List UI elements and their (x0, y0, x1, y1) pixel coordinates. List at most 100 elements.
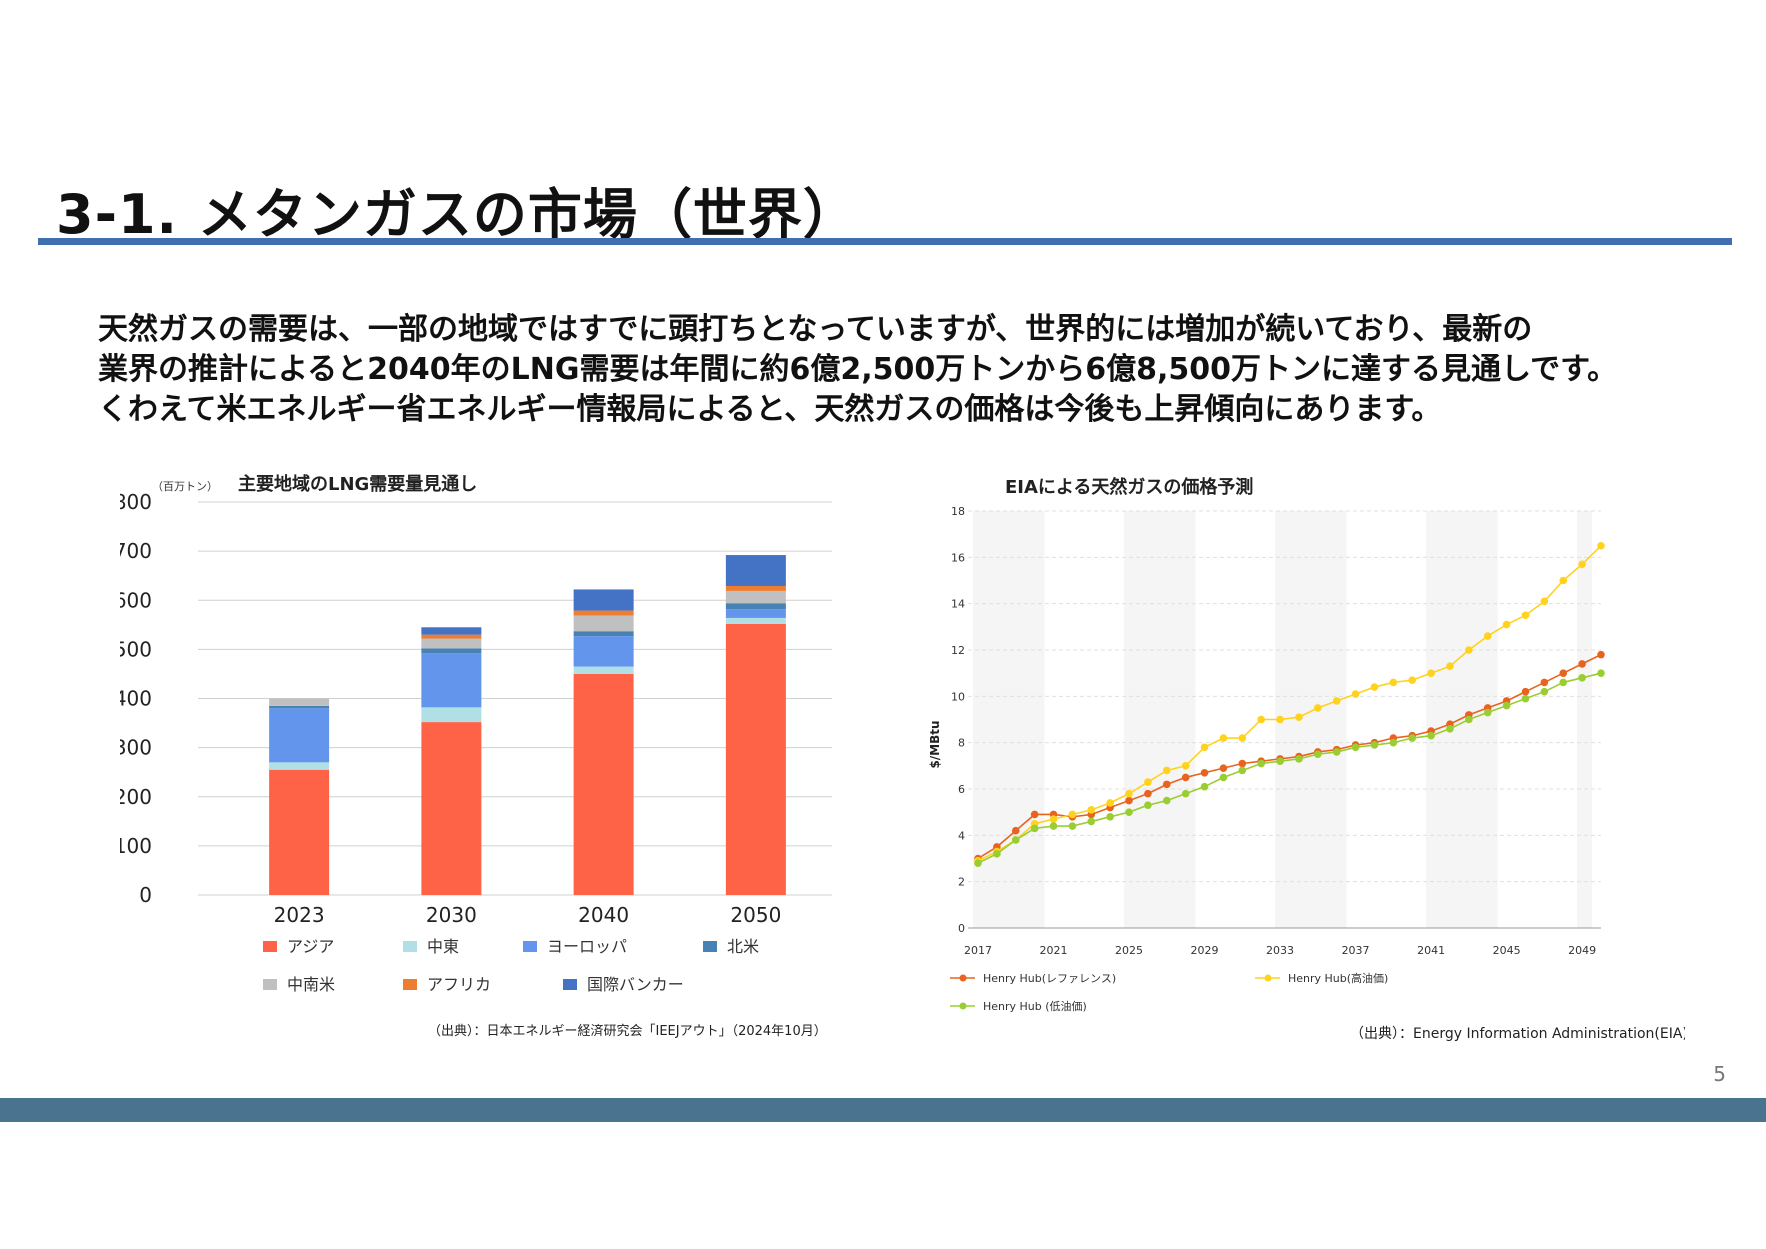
chart1-legend-swatch-4 (263, 979, 277, 990)
intro-line-1: 天然ガスの需要は、一部の地域ではすでに頭打ちとなっていますが、世界的には増加が続… (98, 312, 1533, 347)
chart2-legend-marker-2 (959, 1002, 967, 1010)
chart2-point-2-2038 (1370, 741, 1379, 749)
chart2-point-2-2035 (1314, 750, 1322, 759)
chart2-point-2-2023 (1087, 817, 1096, 826)
chart2-point-2-2034 (1295, 755, 1303, 763)
chart2-point-0-2029 (1200, 768, 1209, 777)
intro-line-2: 業界の推計によると2040年のLNG需要は年間に約6億2,500万トンから6億8… (98, 352, 1618, 387)
chart2-point-2-2030 (1219, 773, 1228, 782)
chart2-ytick-12: 12 (951, 644, 965, 657)
chart2-point-2-2046 (1521, 694, 1530, 703)
chart2-point-1-2042 (1446, 662, 1454, 671)
chart2-point-0-2031 (1238, 759, 1247, 768)
chart1-title: 主要地域のLNG需要量見通し (238, 473, 477, 495)
chart1-bar-2040-1 (573, 666, 634, 674)
chart2-point-2-2047 (1540, 687, 1549, 696)
chart2-point-1-2035 (1314, 704, 1322, 712)
chart2-point-0-2025 (1125, 796, 1133, 805)
chart2-ytick-0: 0 (958, 922, 965, 935)
chart2-point-1-2033 (1276, 715, 1284, 724)
chart2-point-2-2037 (1351, 743, 1360, 752)
chart2-xtick-2029: 2029 (1191, 944, 1219, 957)
chart2-ytick-10: 10 (951, 690, 965, 703)
chart2-point-2-2022 (1068, 822, 1077, 830)
chart2-point-0-2019 (1011, 826, 1020, 835)
chart1-bar-2023-0 (269, 769, 330, 895)
chart2-point-0-2048 (1559, 669, 1568, 677)
chart2-point-1-2043 (1465, 646, 1473, 654)
chart2-point-1-2038 (1370, 683, 1379, 691)
chart2-point-2-2021 (1049, 822, 1058, 830)
chart2-point-0-2049 (1578, 660, 1586, 668)
chart2-point-2-2019 (1011, 836, 1020, 844)
chart2-point-2-2048 (1559, 678, 1568, 687)
chart1-xtick-2030: 2030 (426, 903, 477, 927)
chart2-point-2-2043 (1465, 715, 1473, 724)
chart1-legend-label-0: アジア (287, 937, 334, 956)
chart1-bar-2050-2 (725, 609, 786, 618)
chart2-xtick-2037: 2037 (1342, 944, 1370, 957)
chart1-bar-2050-4 (725, 590, 786, 604)
chart1-ytick-400: 400 (120, 687, 152, 711)
chart2-xtick-2017: 2017 (964, 944, 992, 957)
chart1-bar-2030-1 (421, 707, 482, 723)
chart2-ytick-6: 6 (958, 783, 965, 796)
chart1-ytick-200: 200 (120, 785, 152, 809)
chart1-bar-2030-6 (421, 627, 482, 635)
chart2-line-2 (977, 672, 1602, 864)
chart2-point-2-2042 (1446, 724, 1454, 733)
chart2-point-1-2046 (1521, 611, 1530, 620)
chart2-band-2041 (1426, 511, 1498, 928)
page-number: 5 (1713, 1062, 1726, 1086)
chart2-point-2-2041 (1427, 731, 1435, 740)
chart2-source: （出典）：Energy Information Administration(E… (1350, 1026, 1685, 1042)
chart2-point-1-2023 (1087, 806, 1096, 814)
chart1-bar-2030-4 (421, 638, 482, 649)
intro-line-3: くわえて米エネルギー省エネルギー情報局によると、天然ガスの価格は今後も上昇傾向に… (98, 392, 1442, 427)
chart1-legend-swatch-0 (263, 941, 277, 952)
chart2-legend-marker-1 (1264, 974, 1272, 982)
chart2-point-0-2046 (1521, 687, 1530, 696)
chart2-ytick-2: 2 (958, 876, 965, 889)
chart1-bar-2050-0 (725, 623, 786, 895)
chart2-point-1-2039 (1389, 678, 1398, 687)
chart2-point-2-2028 (1181, 789, 1190, 798)
chart2-point-2-2049 (1578, 674, 1586, 682)
intro-text: 天然ガスの需要は、一部の地域ではすでに頭打ちとなっていますが、世界的には増加が続… (98, 310, 1738, 430)
lng-demand-chart: （百万トン） 主要地域のLNG需要量見通し 0 100 200 300 400 500 600 7… (120, 473, 832, 1039)
chart2-ylabel: $/MBtu (928, 720, 942, 768)
chart1-bar-2040-3 (573, 631, 634, 637)
chart1-bar-2040-0 (573, 673, 634, 895)
chart2-xtick-2021: 2021 (1040, 944, 1068, 957)
chart2-point-2-2050 (1597, 669, 1605, 677)
chart2-title: EIAによる天然ガスの価格予測 (1005, 476, 1253, 498)
chart1-xtick-2023: 2023 (274, 903, 325, 927)
chart2-ytick-14: 14 (951, 598, 965, 611)
chart1-bar-2040-4 (573, 615, 634, 632)
chart2-xtick-2041: 2041 (1417, 944, 1445, 957)
chart2-point-1-2021 (1049, 815, 1058, 823)
chart2-point-1-2024 (1106, 799, 1114, 807)
chart2-point-2-2032 (1257, 759, 1265, 768)
chart2-point-1-2022 (1068, 810, 1077, 819)
chart2-point-1-2036 (1332, 697, 1341, 705)
chart2-point-1-2028 (1181, 762, 1190, 770)
chart1-unit-label: （百万トン） (152, 480, 218, 493)
chart1-bar-2030-3 (421, 648, 482, 654)
chart1-bar-2023-2 (269, 708, 330, 763)
chart2-point-2-2018 (993, 850, 1001, 858)
chart2-point-2-2017 (974, 859, 982, 867)
chart1-ytick-0: 0 (139, 883, 152, 907)
chart1-legend-label-1: 中東 (427, 937, 459, 956)
footer-bar (0, 1098, 1766, 1122)
chart2-legend-label-2: Henry Hub (低油価) (983, 999, 1087, 1013)
chart2-point-1-2045 (1502, 620, 1511, 629)
chart1-legend-swatch-6 (563, 979, 577, 990)
chart1-bar-2050-3 (725, 603, 786, 610)
chart1-bar-2040-2 (573, 636, 634, 667)
title-rule (38, 238, 1732, 245)
chart2-point-2-2024 (1106, 813, 1114, 821)
chart2-point-0-2050 (1597, 650, 1605, 659)
chart1-bar-2023-1 (269, 762, 330, 770)
chart1-bar-2050-6 (725, 555, 786, 587)
